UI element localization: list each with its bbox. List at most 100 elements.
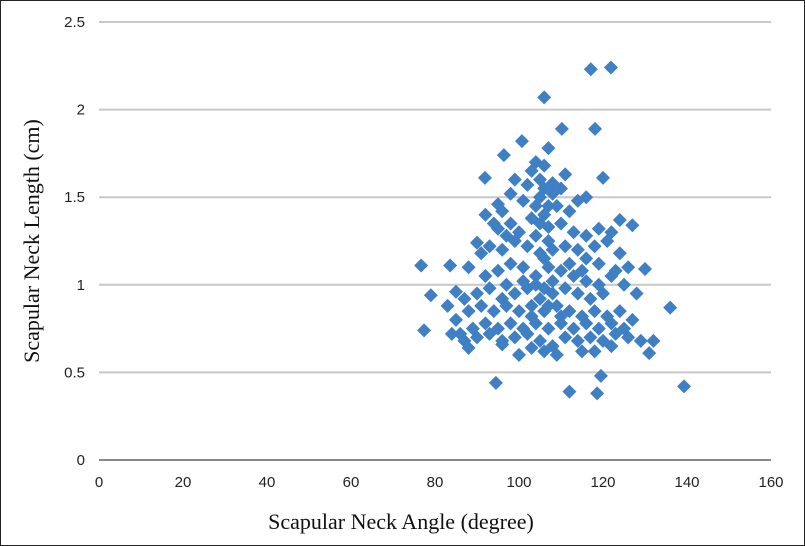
- data-point: [516, 193, 531, 208]
- data-point: [477, 170, 492, 185]
- data-point: [478, 316, 493, 331]
- x-tick-label: 140: [674, 474, 699, 491]
- x-tick-label: 120: [590, 474, 615, 491]
- data-point: [533, 172, 547, 187]
- data-point: [444, 326, 459, 341]
- data-point: [612, 246, 627, 261]
- data-point: [677, 379, 692, 394]
- y-tick-label: 1: [77, 277, 85, 294]
- data-point: [516, 260, 531, 275]
- data-point: [507, 172, 522, 187]
- data-point: [496, 148, 511, 163]
- data-point: [579, 190, 594, 205]
- data-point: [520, 239, 535, 254]
- data-point: [457, 291, 472, 306]
- data-point: [629, 286, 644, 301]
- data-point: [554, 121, 569, 136]
- data-point: [528, 228, 543, 243]
- data-point: [579, 316, 594, 331]
- data-point: [537, 281, 552, 296]
- data-point: [621, 330, 636, 345]
- data-point: [486, 216, 501, 231]
- data-point: [604, 339, 619, 354]
- data-point: [549, 347, 564, 362]
- data-point: [541, 321, 556, 336]
- data-point: [583, 62, 598, 77]
- data-point: [449, 284, 463, 299]
- data-point: [587, 344, 602, 359]
- data-point: [474, 298, 489, 313]
- data-point: [575, 263, 589, 278]
- data-point: [495, 337, 510, 352]
- data-point: [608, 326, 623, 341]
- data-point: [417, 323, 432, 338]
- data-point: [621, 260, 636, 275]
- data-point: [596, 286, 610, 301]
- data-point: [507, 286, 522, 301]
- data-point: [488, 375, 503, 390]
- data-point: [461, 340, 476, 355]
- x-tick-label: 100: [506, 474, 531, 491]
- data-point: [566, 225, 581, 240]
- data-point: [625, 312, 640, 327]
- y-tick-label: 0: [77, 452, 85, 469]
- data-point: [478, 207, 493, 222]
- data-point: [562, 256, 577, 271]
- data-point: [528, 198, 543, 213]
- data-point: [482, 281, 497, 296]
- y-axis-label: Scapular Neck Length (cm): [19, 119, 44, 363]
- data-point: [520, 177, 535, 192]
- data-point: [537, 90, 552, 105]
- x-tick-label: 80: [427, 474, 444, 491]
- data-point: [474, 246, 489, 261]
- data-point: [514, 134, 529, 149]
- data-point: [470, 330, 484, 345]
- data-point: [503, 316, 518, 331]
- data-point: [612, 304, 627, 319]
- data-point: [537, 158, 552, 173]
- data-point: [570, 242, 585, 257]
- data-point: [503, 216, 518, 231]
- y-tick-label: 1.5: [64, 189, 85, 206]
- data-point: [562, 204, 577, 219]
- data-point: [554, 181, 568, 196]
- data-point: [554, 316, 568, 331]
- data-point: [524, 309, 539, 324]
- data-point: [579, 251, 594, 266]
- data-point: [566, 321, 581, 336]
- y-tick-label: 0.5: [64, 364, 85, 381]
- data-point: [604, 316, 619, 331]
- data-point: [461, 304, 476, 319]
- data-point: [625, 218, 640, 233]
- data-point: [591, 321, 606, 336]
- data-point: [593, 368, 608, 383]
- data-point: [596, 170, 610, 185]
- data-point: [470, 286, 484, 301]
- data-point: [537, 251, 552, 266]
- data-point: [541, 298, 556, 313]
- data-point: [558, 167, 573, 182]
- data-point: [461, 260, 476, 275]
- data-point: [440, 298, 455, 313]
- data-point: [603, 60, 618, 75]
- data-point: [486, 304, 501, 319]
- data-point: [558, 281, 573, 296]
- x-tick-label: 60: [343, 474, 360, 491]
- data-point: [591, 256, 606, 271]
- data-point: [524, 163, 539, 178]
- data-point: [499, 228, 514, 243]
- data-point: [663, 300, 678, 315]
- data-point: [443, 258, 458, 273]
- x-tick-label: 40: [259, 474, 276, 491]
- data-point: [537, 344, 552, 359]
- data-point: [583, 330, 598, 345]
- x-tick-label: 0: [95, 474, 103, 491]
- data-point: [495, 204, 510, 219]
- data-point: [558, 239, 573, 254]
- y-tick-label: 2.5: [64, 14, 85, 31]
- data-point: [516, 274, 531, 289]
- data-point: [588, 121, 603, 136]
- data-point: [499, 277, 514, 292]
- data-point: [554, 216, 568, 231]
